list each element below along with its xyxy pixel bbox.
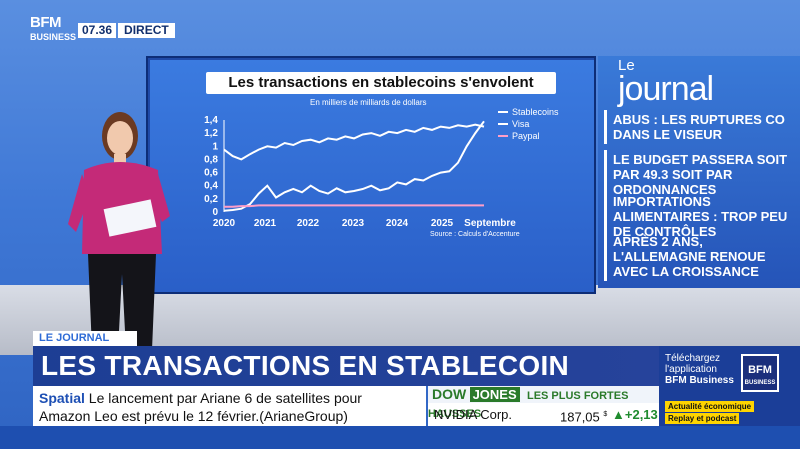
promo-text: Téléchargez l'application BFM Business [665,353,734,386]
journal-item: LE BUDGET PASSERA SOIT PAR 49.3 SOIT PAR… [604,150,798,199]
chart-title: Les transactions en stablecoins s'envole… [206,72,556,94]
chart-subtitle: En milliers de milliards de dollars [310,98,427,107]
bfm-logo: BFM BUSINESS [30,14,77,44]
journal-panel: Le journal ABUS : LES RUPTURES CO DANS L… [598,56,800,288]
legend-label: Stablecoins [512,107,559,117]
y-tick-label: 0 [212,207,218,218]
chart-card: Les transactions en stablecoins s'envole… [150,60,594,292]
index-dow: DOW [432,386,467,402]
logo-main: BFM [30,14,62,31]
up-arrow-icon: ▲ [612,407,625,422]
y-tick-label: 1 [212,141,218,152]
stock-currency: $ [603,411,608,418]
channel-header: BFM BUSINESS 07.36 DIRECT [30,14,175,44]
x-tick-label: 2025 [431,218,454,229]
x-tick-label: 2022 [297,218,320,229]
series-line-visa [223,123,485,161]
app-promo: Téléchargez l'application BFM Business B… [659,346,800,426]
y-tick-label: 0,8 [204,154,218,165]
y-tick-label: 0,6 [204,168,218,179]
bottom-bar [0,426,800,449]
promo-badge: Replay et podcast [665,413,740,424]
index-jones: JONES [469,387,520,402]
headline-banner: LES TRANSACTIONS EN STABLECOIN EXPLOSENT [33,346,659,421]
live-badge: DIRECT [118,22,175,38]
studio-screen: Les transactions en stablecoins s'envole… [146,56,596,294]
stock-value: 187,05 $ [560,404,607,428]
ticker-text: Amazon Leo est prévu le 12 février.(Aria… [39,408,348,424]
news-ticker: Spatial Le lancement par Ariane 6 de sat… [33,386,426,426]
x-tick-label: 2021 [254,218,277,229]
x-tick-label: 2023 [342,218,365,229]
presenter-figure [68,112,170,350]
promo-logo-sub: BUSINESS [744,380,776,386]
y-tick-label: 1,4 [204,115,218,126]
market-widget: DOW JONES LES PLUS FORTES HAUSSES NVIDIA… [428,386,659,426]
y-tick-label: 0,4 [204,181,218,192]
legend-label: Visa [512,119,529,129]
series-line-paypal [224,204,484,208]
bfm-app-icon: BFM BUSINESS [741,354,779,392]
promo-badge: Actualité économique [665,401,755,412]
journal-item: IMPORTATIONS ALIMENTAIRES : TROP PEU DE … [604,192,798,241]
promo-line: Téléchargez [665,353,721,364]
stock-price: 187,05 [560,409,600,425]
journal-prefix: Le [618,57,635,74]
x-tick-label: 2020 [213,218,236,229]
chart-plot: 0 0,2 0,4 0,6 0,8 1 1,2 1,4 2020 2021 2022 2023 2024… [204,107,559,238]
legend-label: Paypal [512,131,540,141]
market-label: LES PLUS FORTES HAUSSES [428,390,629,420]
promo-line: BFM Business [665,375,734,386]
market-row: NVIDIA Corp. 187,05 $ ▲+2,13 [428,404,659,426]
stock-name: NVIDIA Corp. [434,407,513,422]
journal-header: Le journal [618,57,714,108]
section-tag: LE JOURNAL [33,331,137,346]
promo-logo-main: BFM [748,364,772,376]
series-line-stablecoins [223,120,485,212]
ticker-keyword: Spatial [39,390,85,406]
ticker-text: Le lancement par Ariane 6 de satellites … [88,390,362,406]
logo-sub: BUSINESS [30,32,77,42]
x-tick-label: 2024 [386,218,409,229]
stock-change: ▲+2,13 [612,404,658,426]
y-tick-label: 1,2 [204,128,218,139]
journal-item: ABUS : LES RUPTURES CO DANS LE VISEUR [604,110,798,144]
clock-time: 07.36 [78,22,117,38]
promo-line: l'application [665,364,717,375]
market-header: DOW JONES LES PLUS FORTES HAUSSES [428,386,659,420]
chart-source: Source : Calculs d'Accenture [430,231,520,238]
y-tick-label: 0,2 [204,194,218,205]
journal-title: journal [618,70,714,108]
x-tick-label: Septembre [464,218,516,229]
journal-item: APRÈS 2 ANS, L'ALLEMAGNE RENOUE AVEC LA … [604,232,798,281]
stock-change-value: +2,13 [624,407,658,422]
